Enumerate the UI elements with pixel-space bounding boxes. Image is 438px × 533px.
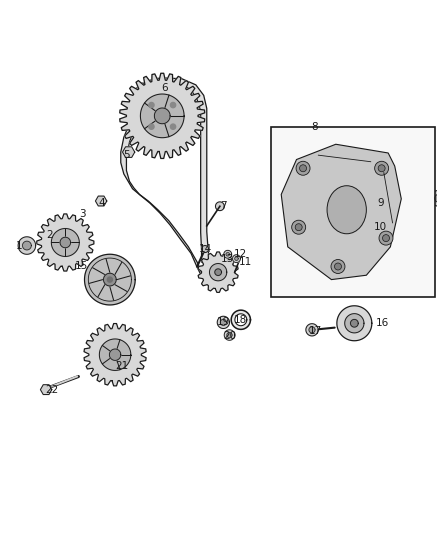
Polygon shape (121, 78, 234, 288)
Text: 19: 19 (217, 317, 230, 327)
Text: 4: 4 (99, 198, 105, 208)
Polygon shape (224, 330, 235, 340)
Polygon shape (233, 255, 240, 263)
Polygon shape (123, 147, 135, 157)
Polygon shape (60, 237, 71, 248)
Polygon shape (103, 273, 116, 286)
Polygon shape (51, 229, 79, 256)
Bar (272, 127, 435, 297)
Polygon shape (22, 241, 31, 250)
Polygon shape (306, 324, 318, 336)
Text: 21: 21 (116, 361, 129, 371)
Polygon shape (110, 349, 121, 360)
Polygon shape (226, 253, 230, 256)
Text: 6: 6 (161, 83, 168, 93)
Polygon shape (95, 196, 107, 206)
Polygon shape (224, 251, 232, 258)
Circle shape (331, 260, 345, 273)
Polygon shape (434, 195, 438, 202)
Text: 7: 7 (220, 201, 227, 211)
Polygon shape (99, 339, 131, 370)
Polygon shape (235, 314, 247, 326)
Circle shape (378, 165, 385, 172)
Text: 8: 8 (311, 122, 318, 132)
Text: 5: 5 (123, 150, 130, 160)
Circle shape (292, 220, 306, 234)
Polygon shape (431, 190, 438, 206)
Circle shape (379, 231, 393, 245)
Polygon shape (40, 385, 52, 394)
Circle shape (296, 161, 310, 175)
Polygon shape (227, 333, 232, 338)
Ellipse shape (327, 185, 366, 234)
Polygon shape (85, 254, 135, 305)
Polygon shape (18, 237, 35, 254)
Polygon shape (215, 269, 222, 276)
Circle shape (374, 161, 389, 175)
Polygon shape (170, 124, 176, 130)
Polygon shape (309, 327, 315, 333)
Polygon shape (220, 319, 226, 326)
Polygon shape (231, 310, 251, 329)
Polygon shape (350, 319, 358, 327)
Polygon shape (170, 102, 176, 108)
Text: 1: 1 (16, 240, 22, 251)
Text: 13: 13 (221, 254, 234, 264)
Polygon shape (217, 316, 230, 328)
Polygon shape (149, 102, 154, 108)
Circle shape (295, 224, 302, 231)
Polygon shape (345, 313, 364, 333)
Text: 17: 17 (308, 326, 321, 336)
Text: 3: 3 (79, 209, 86, 219)
Polygon shape (120, 74, 205, 158)
Text: 20: 20 (223, 332, 237, 341)
Text: 15: 15 (75, 261, 88, 271)
Polygon shape (84, 324, 146, 386)
Polygon shape (281, 144, 401, 280)
Polygon shape (198, 252, 238, 293)
Circle shape (300, 165, 307, 172)
Polygon shape (337, 306, 372, 341)
Circle shape (335, 263, 342, 270)
Polygon shape (141, 94, 184, 138)
Text: 11: 11 (239, 257, 252, 267)
Polygon shape (37, 214, 94, 271)
Text: 9: 9 (377, 198, 384, 208)
Polygon shape (154, 108, 170, 124)
Polygon shape (149, 124, 154, 130)
Text: 14: 14 (199, 244, 212, 254)
Polygon shape (209, 263, 227, 281)
Text: 22: 22 (46, 385, 59, 394)
Circle shape (382, 235, 389, 241)
Text: 16: 16 (376, 318, 389, 328)
Text: 2: 2 (46, 230, 53, 240)
Polygon shape (201, 246, 208, 253)
Polygon shape (215, 202, 224, 211)
Polygon shape (107, 277, 113, 282)
Text: 12: 12 (233, 249, 247, 259)
Text: 10: 10 (374, 222, 387, 232)
Polygon shape (235, 257, 238, 261)
Text: 18: 18 (233, 315, 247, 325)
